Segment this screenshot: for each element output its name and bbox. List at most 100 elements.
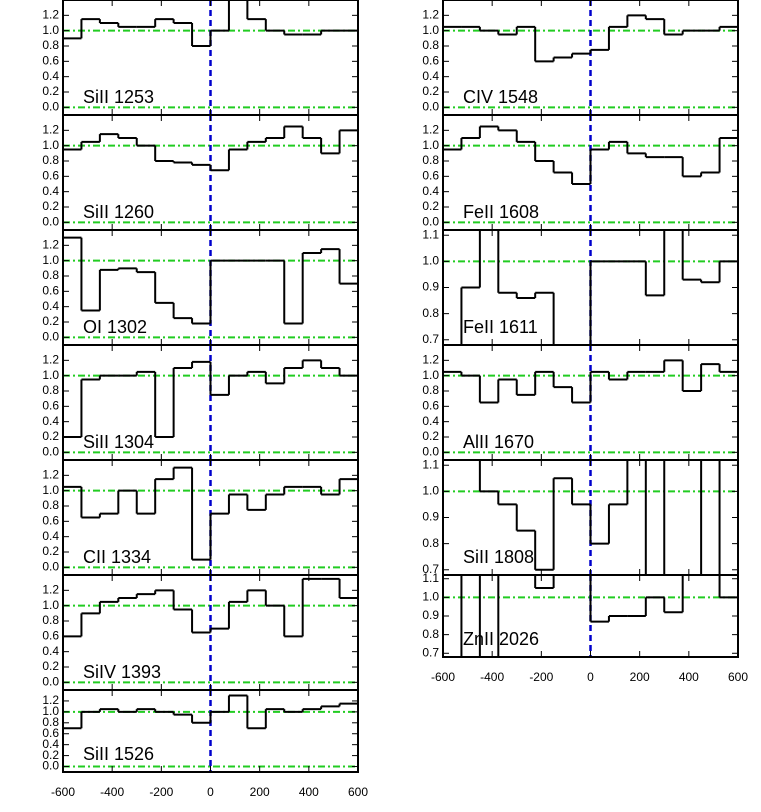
y-tick-label: 1.0	[422, 138, 439, 152]
plot-area	[443, 230, 738, 345]
line-label: FeII 1608	[463, 202, 539, 222]
panel: 0.0 0.20.40.6 0.81.01.2 AlII 1670	[422, 344, 739, 461]
panel: 0.0 0.20.40.6 0.81.01.2 FeII 1608	[422, 114, 739, 231]
y-tick-label: 0.6	[422, 54, 439, 68]
plot-area	[63, 460, 358, 575]
y-tick-label: 0.0	[42, 759, 59, 773]
y-tick-label: 1.1	[422, 457, 439, 471]
y-tick-label: 0.0	[42, 330, 59, 344]
x-tick-label: -400	[480, 670, 504, 684]
y-tick-label: 1.1	[422, 571, 439, 585]
line-label: OI 1302	[83, 317, 147, 337]
step-connectors	[478, 460, 721, 575]
panel: 0.0 0.20.40.6 0.81.01.2 CIV 1548	[422, 0, 739, 116]
y-tick-label: 0.8	[422, 536, 439, 550]
line-label: AlII 1670	[463, 432, 534, 452]
panel: 0.00.20.40.60.81.01.2 -600 -400 -200 0 200 400…	[42, 689, 368, 799]
panel: 0.0 0.20.40.6 0.81.01.2 SiII 1253	[42, 0, 359, 116]
plot-area	[443, 575, 738, 657]
y-tick-label: 1.1	[422, 227, 439, 241]
x-tick-label: -600	[51, 785, 75, 799]
y-tick-label: 1.0	[422, 254, 439, 268]
y-tick-label: 0.6	[42, 629, 59, 643]
y-tick-label: 0.8	[42, 38, 59, 52]
y-tick-label: 0.4	[42, 414, 59, 428]
y-tick-label: 1.2	[42, 583, 59, 597]
panel: 0.0 0.20.40.6 0.81.01.2 CII 1334	[42, 459, 359, 576]
line-label: SiII 1253	[83, 87, 154, 107]
y-tick-label: 0.8	[422, 306, 439, 320]
x-tick-label: -600	[431, 670, 455, 684]
line-label: SiII 1526	[83, 744, 154, 764]
panel: 0.0 0.20.40.6 0.81.01.2 OI 1302	[42, 229, 359, 346]
y-tick-label: 0.2	[42, 748, 59, 762]
y-tick-label: 0.0	[42, 560, 59, 574]
plot-area	[443, 460, 738, 575]
y-tick-label: 1.0	[422, 484, 439, 498]
y-tick-label: 0.0	[42, 445, 59, 459]
y-tick-label: 0.4	[42, 644, 59, 658]
y-tick-label: 0.2	[422, 84, 439, 98]
y-tick-label: 0.0	[42, 100, 59, 114]
y-tick-label: 0.9	[422, 280, 439, 294]
x-tick-label: -200	[149, 785, 173, 799]
y-tick-label: 1.2	[42, 123, 59, 137]
step-connectors	[80, 360, 341, 437]
y-tick-label: 1.2	[422, 123, 439, 137]
y-tick-label: 1.0	[422, 590, 439, 604]
step-connectors	[460, 575, 721, 657]
x-tick-label: 400	[679, 670, 699, 684]
y-tick-label: 0.0	[422, 215, 439, 229]
y-tick-label: 0.2	[42, 84, 59, 98]
plot-area	[63, 345, 358, 460]
x-tick-label: 0	[207, 785, 214, 799]
panel: 0.0 0.20.40.6 0.81.01.2 SiIV 1393	[42, 574, 359, 691]
y-tick-label: 0.2	[422, 199, 439, 213]
y-tick-label: 0.2	[42, 429, 59, 443]
y-tick-label: 1.0	[422, 23, 439, 37]
plot-area	[443, 0, 738, 115]
y-tick-label: 1.2	[422, 8, 439, 22]
y-tick-label: 0.4	[42, 69, 59, 83]
panel: 0.0 0.20.40.6 0.81.01.2 SiII 1260	[42, 114, 359, 231]
y-tick-label: 0.6	[42, 284, 59, 298]
y-tick-label: 1.2	[42, 238, 59, 252]
line-label: SiIV 1393	[83, 662, 161, 682]
y-tick-label: 1.0	[422, 368, 439, 382]
y-tick-label: 0.4	[422, 69, 439, 83]
y-tick-label: 0.2	[42, 314, 59, 328]
y-tick-label: 1.0	[42, 253, 59, 267]
y-tick-label: 0.8	[42, 153, 59, 167]
plot-area	[63, 0, 358, 115]
y-tick-label: 1.2	[42, 8, 59, 22]
y-tick-label: 1.2	[42, 693, 59, 707]
line-label: SiII 1808	[463, 547, 534, 567]
y-tick-label: 0.2	[42, 199, 59, 213]
y-tick-label: 0.6	[42, 169, 59, 183]
y-tick-label: 0.6	[422, 169, 439, 183]
plot-area	[63, 230, 358, 345]
y-tick-label: 0.9	[422, 608, 439, 622]
line-label: CII 1334	[83, 547, 151, 567]
line-label: SiII 1260	[83, 202, 154, 222]
y-tick-label: 0.4	[42, 299, 59, 313]
y-tick-label: 0.4	[422, 414, 439, 428]
y-tick-label: 1.0	[42, 138, 59, 152]
plot-area	[443, 345, 738, 460]
y-tick-label: 0.8	[42, 715, 59, 729]
y-tick-label: 0.8	[422, 153, 439, 167]
y-tick-label: 1.0	[42, 368, 59, 382]
y-tick-label: 0.9	[422, 510, 439, 524]
y-tick-label: 0.0	[422, 100, 439, 114]
line-label: ZnII 2026	[463, 629, 539, 649]
y-tick-label: 1.0	[42, 598, 59, 612]
y-tick-label: 1.2	[422, 353, 439, 367]
y-tick-label: 0.6	[422, 399, 439, 413]
y-tick-label: 0.2	[422, 429, 439, 443]
y-tick-label: 0.8	[42, 383, 59, 397]
step-connectors	[80, 695, 341, 729]
line-label: SiII 1304	[83, 432, 154, 452]
y-tick-label: 0.6	[42, 54, 59, 68]
x-tick-label: 0	[587, 670, 594, 684]
y-tick-label: 0.7	[422, 562, 439, 576]
